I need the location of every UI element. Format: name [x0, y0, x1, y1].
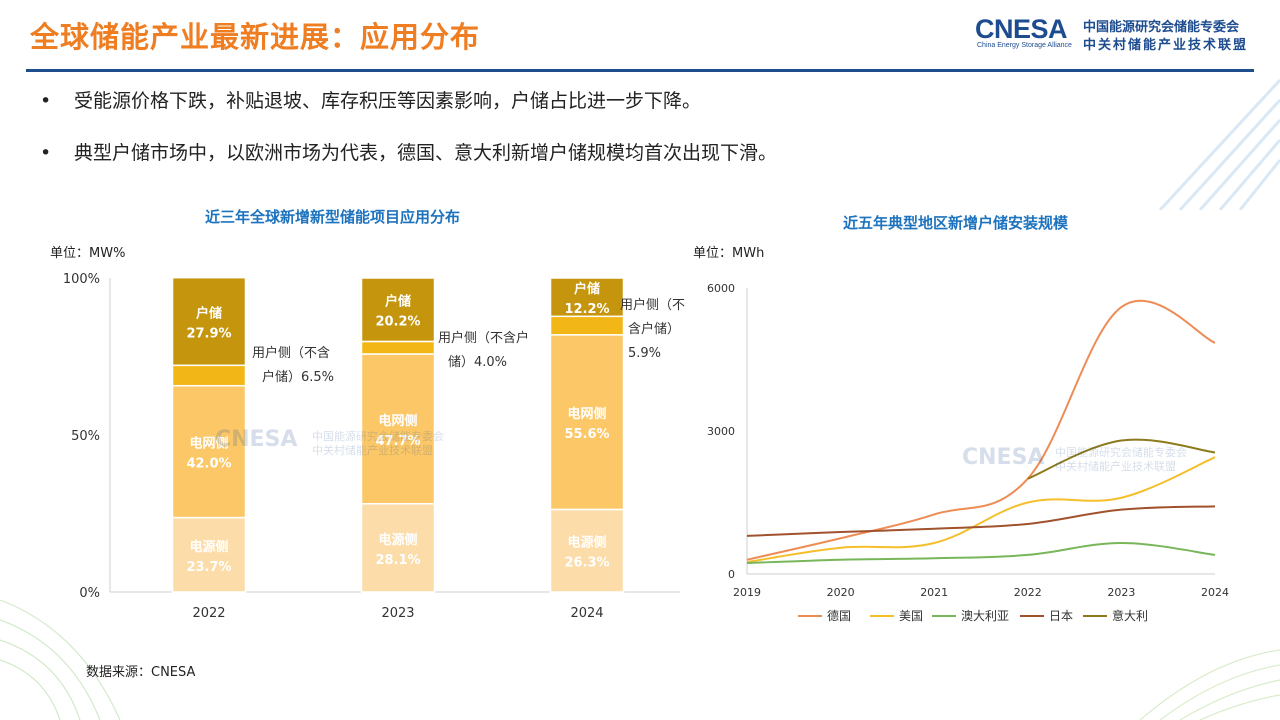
callout-label: 户储）6.5%: [262, 369, 334, 385]
watermark-logo: CNESA: [962, 445, 1044, 470]
callout-label: 5.9%: [628, 346, 661, 361]
callout-label: 含户储）: [628, 321, 680, 337]
x-tick-label: 2019: [733, 586, 761, 599]
callout-label: 用户侧（不含: [252, 345, 330, 361]
x-tick-label: 2022: [192, 606, 225, 621]
legend-label: 意大利: [1112, 608, 1148, 623]
series-line: [1027, 438, 1216, 480]
segment-series-label: 户储: [196, 305, 222, 321]
logo-line-2: 中关村储能产业技术联盟: [1083, 38, 1249, 53]
bar-chart-title: 近三年全球新增新型储能项目应用分布: [205, 208, 461, 226]
segment-series-label: 户储: [385, 294, 411, 310]
segment-value-label: 12.2%: [564, 302, 609, 317]
segment-value-label: 42.0%: [186, 457, 231, 472]
x-tick-label: 2022: [1014, 586, 1042, 599]
callout-label: 储）4.0%: [448, 355, 507, 370]
bar-segment: [360, 340, 436, 355]
segment-value-label: 27.9%: [186, 326, 231, 341]
segment-value-label: 26.3%: [564, 556, 609, 571]
page-title: 全球储能产业最新进展：应用分布: [30, 20, 481, 54]
bar-segment: [171, 516, 247, 593]
stacked-bar-chart: 0% 50% 100% 2022 电源侧 23.7% 电网侧 42.0% 户储 27.9% 2023…: [63, 272, 685, 621]
segment-series-label: 电网侧: [189, 436, 228, 452]
segment-value-label: 20.2%: [375, 315, 420, 330]
series-line: [746, 299, 1216, 561]
logo-line-1: 中国能源研究会储能专委会: [1083, 20, 1240, 35]
data-source: 数据来源：CNESA: [86, 665, 196, 680]
segment-series-label: 电网侧: [378, 413, 417, 429]
logo-subtitle: China Energy Storage Alliance: [977, 42, 1072, 49]
watermark-line-2: 中关村储能产业技术联盟: [312, 443, 433, 457]
decorative-waves-bottom-right: [1139, 649, 1280, 720]
decorative-stripes-top: [1158, 78, 1280, 210]
x-tick-label: 2023: [381, 606, 414, 621]
bar-segment: [360, 503, 436, 593]
watermark-line-1: 中国能源研究会储能专委会: [1055, 445, 1187, 459]
watermark-line-2: 中关村储能产业技术联盟: [1055, 459, 1176, 473]
x-tick-label: 2024: [1201, 586, 1229, 599]
callout-label: 用户侧（不含户: [438, 330, 529, 346]
bar-chart-unit: 单位：MW%: [50, 246, 126, 261]
bar-segment: [171, 276, 247, 367]
series-line: [746, 542, 1216, 565]
bullet-symbol: •: [40, 142, 52, 164]
bar-segment: [360, 353, 436, 505]
line-chart: 0 3000 6000 2019 2020 2021 2022 2023 2024 德国 美国 澳大利…: [707, 282, 1229, 623]
segment-series-label: 电源侧: [189, 539, 228, 555]
x-tick-label: 2020: [827, 586, 855, 599]
line-chart-unit: 单位：MWh: [693, 246, 765, 261]
segment-series-label: 电源侧: [378, 532, 417, 548]
bullet-symbol: •: [40, 90, 52, 112]
y-tick-label: 6000: [707, 282, 735, 295]
y-tick-label: 50%: [71, 429, 100, 444]
segment-value-label: 47.7%: [375, 434, 420, 449]
series-line: [746, 456, 1216, 564]
decorative-waves-bottom: [0, 599, 121, 720]
y-tick-label: 0: [728, 568, 735, 581]
bullet-item: • 受能源价格下跌，补贴退坡、库存积压等因素影响，户储占比进一步下降。: [40, 86, 777, 138]
legend-label: 澳大利亚: [961, 609, 1009, 623]
segment-series-label: 户储: [574, 281, 600, 297]
x-tick-label: 2024: [570, 606, 603, 621]
segment-value-label: 23.7%: [186, 560, 231, 575]
bar-segment: [549, 315, 625, 336]
logo-text: CNESA: [975, 14, 1068, 44]
bullet-text-2: 典型户储市场中，以欧洲市场为代表，德国、意大利新增户储规模均首次出现下滑。: [74, 142, 778, 164]
legend-label: 日本: [1049, 609, 1073, 623]
segment-series-label: 电网侧: [567, 406, 606, 422]
segment-value-label: 55.6%: [564, 427, 609, 442]
bar-segment: [549, 334, 625, 511]
segment-series-label: 电源侧: [567, 535, 606, 551]
y-tick-label: 100%: [63, 272, 100, 287]
y-tick-label: 0%: [79, 586, 100, 601]
y-tick-label: 3000: [707, 425, 735, 438]
bar-segment: [360, 277, 436, 343]
bar-segment: [549, 508, 625, 593]
x-tick-label: 2021: [920, 586, 948, 599]
cnesa-logo: CNESA China Energy Storage Alliance 中国能源…: [975, 14, 1265, 54]
line-chart-title: 近五年典型地区新增户储安装规模: [843, 214, 1069, 232]
bullet-list: • 受能源价格下跌，补贴退坡、库存积压等因素影响，户储占比进一步下降。 • 典型户储…: [40, 86, 777, 190]
bar-segment: [171, 364, 247, 387]
legend-label: 德国: [827, 608, 851, 623]
bullet-item: • 典型户储市场中，以欧洲市场为代表，德国、意大利新增户储规模均首次出现下滑。: [40, 138, 777, 190]
callout-label: 用户侧（不: [620, 297, 685, 313]
bullet-text-1: 受能源价格下跌，补贴退坡、库存积压等因素影响，户储占比进一步下降。: [74, 90, 702, 112]
segment-value-label: 28.1%: [375, 553, 420, 568]
bar-segment: [171, 384, 247, 519]
watermark-line-1: 中国能源研究会储能专委会: [312, 429, 444, 443]
bar-segment: [549, 277, 625, 318]
series-line: [746, 505, 1216, 537]
watermark-logo: CNESA: [215, 427, 297, 452]
header-divider: [26, 69, 1254, 72]
x-tick-label: 2023: [1107, 586, 1135, 599]
legend-label: 美国: [899, 609, 923, 623]
